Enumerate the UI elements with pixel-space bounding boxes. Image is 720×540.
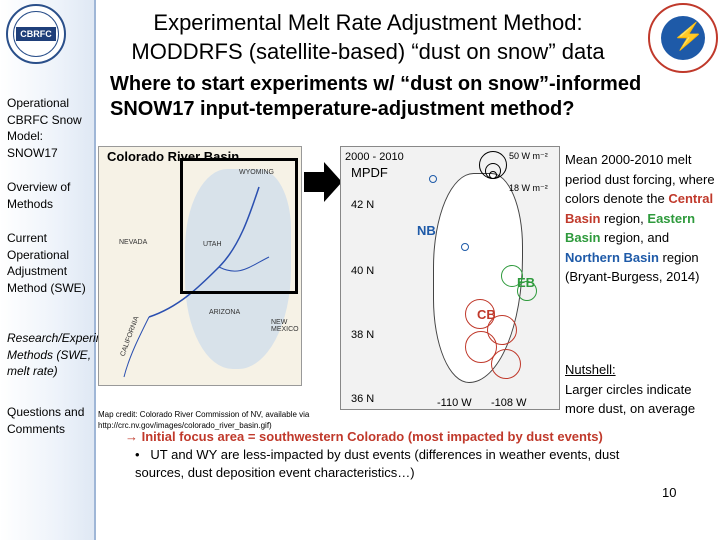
focus-bullet: • UT and WY are less-impacted by dust ev…	[135, 446, 625, 482]
nutshell-heading: Nutshell:	[565, 362, 616, 377]
nws-logo: ⚡	[648, 3, 718, 73]
lon-label-110: -110 W	[437, 397, 472, 409]
map-label-nevada: NEVADA	[119, 239, 148, 246]
lat-label-40: 40 N	[351, 265, 375, 277]
logo-ring	[13, 11, 59, 57]
slide-title: Experimental Melt Rate Adjustment Method…	[131, 10, 605, 64]
sidebar-item-questions[interactable]: Questions and Comments	[7, 405, 85, 436]
slide-subtitle: Where to start experiments w/ “dust on s…	[110, 73, 642, 120]
focus-bullet-text: UT and WY are less-impacted by dust even…	[135, 447, 620, 480]
description-northern-basin: Northern Basin	[565, 249, 659, 265]
map-label-wyoming: WYOMING	[239, 169, 274, 176]
description-text-1: region,	[600, 210, 644, 226]
description-central-basin: Central Basin	[565, 191, 714, 226]
lightning-icon: ⚡	[672, 21, 705, 51]
sidebar: CBRFC Operational CBRFC Snow Model: SNOW…	[0, 0, 132, 540]
lon-label-108: -108 W	[491, 397, 527, 409]
cb-circle	[487, 315, 517, 345]
map-label-new-mexico: NEW MEXICO	[271, 319, 299, 333]
highlight-box	[180, 158, 298, 294]
eb-circle	[517, 281, 537, 301]
region-label-nb: NB	[417, 223, 436, 238]
product-label: MPDF	[351, 165, 388, 180]
focus-headline: Initial focus area = southwestern Colora…	[141, 429, 603, 444]
sidebar-item-research[interactable]: Research/Experimental Methods (SWE, melt…	[7, 331, 132, 378]
nws-logo-inner	[661, 16, 705, 60]
map-label-arizona: ARIZONA	[209, 309, 241, 316]
scale-low-label: 18 W m⁻²	[509, 183, 548, 193]
cbrfc-logo: CBRFC	[6, 4, 66, 64]
nutshell-text: Larger circles indicate more dust, on av…	[565, 381, 696, 417]
scale-circle-small	[489, 171, 497, 179]
description-intro: Mean 2000-2010 melt period dust forcing,…	[565, 152, 715, 206]
nb-circle	[461, 243, 469, 251]
nutshell-block: Nutshell: Larger circles indicate more d…	[565, 360, 715, 419]
cb-circle	[491, 349, 521, 379]
description-text-3: region (Bryant-Burgess, 2014)	[565, 249, 700, 285]
dust-forcing-map: 2000 - 2010 MPDF 50 W m⁻² 18 W m⁻² 42 N …	[340, 146, 560, 410]
scale-high-label: 50 W m⁻²	[509, 151, 548, 161]
basin-shape	[185, 169, 291, 369]
rivers-svg	[123, 186, 270, 378]
sidebar-item-current-method[interactable]: Current Operational Adjustment Method (S…	[7, 231, 86, 295]
arrow-bullet-icon: →	[125, 429, 142, 444]
eb-circle	[501, 265, 523, 287]
focus-block: → Initial focus area = southwestern Colo…	[125, 428, 685, 480]
lat-label-42: 42 N	[351, 199, 375, 211]
sidebar-item-snow-model[interactable]: Operational CBRFC Snow Model: SNOW17	[7, 96, 82, 160]
cb-circle	[465, 331, 497, 363]
colorado-basin-map: Colorado River Basin WYOMING NEVADA UTAH…	[98, 146, 302, 386]
right-arrow-icon	[304, 162, 342, 202]
description-eastern-basin: Eastern Basin	[565, 210, 696, 246]
cbrfc-logo-text: CBRFC	[16, 27, 56, 41]
lat-label-36: 36 N	[351, 393, 375, 405]
map-label-utah: UTAH	[203, 241, 222, 248]
focus-headline-row: → Initial focus area = southwestern Colo…	[125, 428, 685, 446]
lat-label-38: 38 N	[351, 329, 375, 341]
map-description: Mean 2000-2010 melt period dust forcing,…	[565, 150, 715, 287]
period-label: 2000 - 2010	[345, 151, 404, 163]
map-credit: Map credit: Colorado River Commission of…	[98, 410, 310, 430]
bullet-dot-icon: •	[135, 447, 151, 462]
description-text-2: region, and	[600, 230, 670, 245]
sidebar-item-overview[interactable]: Overview of Methods	[7, 180, 71, 211]
nb-circle	[429, 175, 437, 183]
cb-circle	[465, 299, 495, 329]
page-number: 10	[662, 485, 677, 500]
